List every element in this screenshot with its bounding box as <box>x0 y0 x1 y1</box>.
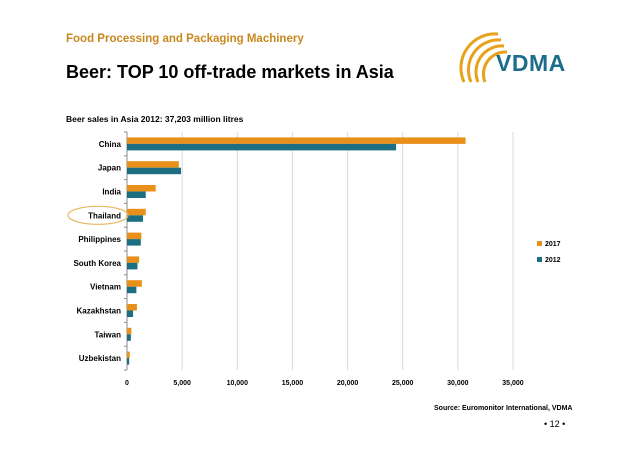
bar-2012-vietnam <box>127 286 137 294</box>
legend-swatch-2017 <box>537 241 542 246</box>
bar-2017-south-korea <box>127 256 140 263</box>
slide-kicker: Food Processing and Packaging Machinery <box>66 33 304 45</box>
category-label: Philippines <box>78 235 121 244</box>
bar-2017-thailand <box>127 208 146 216</box>
bar-2017-china <box>127 137 466 144</box>
x-tick-label: 5,000 <box>173 380 191 387</box>
category-label: Uzbekistan <box>79 354 121 363</box>
highlight-ring <box>67 205 129 225</box>
x-tick-label: 35,000 <box>502 380 524 387</box>
bar-2017-vietnam <box>127 280 142 287</box>
bar-2012-south-korea <box>127 262 138 270</box>
x-tick-label: 15,000 <box>282 380 304 387</box>
page-number: • 12 • <box>544 419 566 429</box>
category-label: India <box>102 188 121 197</box>
category-label: Kazakhstan <box>77 307 122 316</box>
bar-2012-uzbekistan <box>127 358 130 365</box>
slide-title: Beer: TOP 10 off-trade markets in Asia <box>66 62 394 82</box>
category-label: South Korea <box>73 259 121 268</box>
chart-title: Beer sales in Asia 2012: 37,203 million … <box>66 114 244 124</box>
bar-2017-philippines <box>127 232 142 240</box>
category-label: China <box>99 140 122 149</box>
bar-2012-china <box>127 143 397 151</box>
bar-2012-thailand <box>127 215 143 222</box>
x-tick-label: 10,000 <box>227 380 249 387</box>
bar-2017-japan <box>127 161 179 168</box>
legend-label-2012: 2012 <box>545 257 561 264</box>
bar-2017-uzbekistan <box>127 351 130 359</box>
category-label: Vietnam <box>90 283 121 292</box>
x-tick-label: 30,000 <box>447 380 469 387</box>
bar-2012-taiwan <box>127 334 131 341</box>
legend-swatch-2012 <box>537 257 542 262</box>
category-label: Taiwan <box>94 330 121 339</box>
category-label: Thailand <box>88 211 121 220</box>
bar-2012-india <box>127 191 146 198</box>
bar-2017-kazakhstan <box>127 304 137 311</box>
bar-2017-taiwan <box>127 327 132 335</box>
x-tick-label: 25,000 <box>392 380 414 387</box>
legend-label-2017: 2017 <box>545 241 561 248</box>
x-tick-label: 20,000 <box>337 380 359 387</box>
source-note: Source: Euromonitor International, VDMA <box>434 405 573 412</box>
bar-2012-philippines <box>127 239 141 246</box>
bar-2012-japan <box>127 167 182 175</box>
x-tick-label: 0 <box>125 380 129 387</box>
vdma-logo-arcs-icon <box>459 32 508 83</box>
bar-2017-india <box>127 185 156 192</box>
category-label: Japan <box>98 164 121 173</box>
bar-2012-kazakhstan <box>127 310 134 317</box>
vdma-logo: VDMA <box>496 50 566 76</box>
